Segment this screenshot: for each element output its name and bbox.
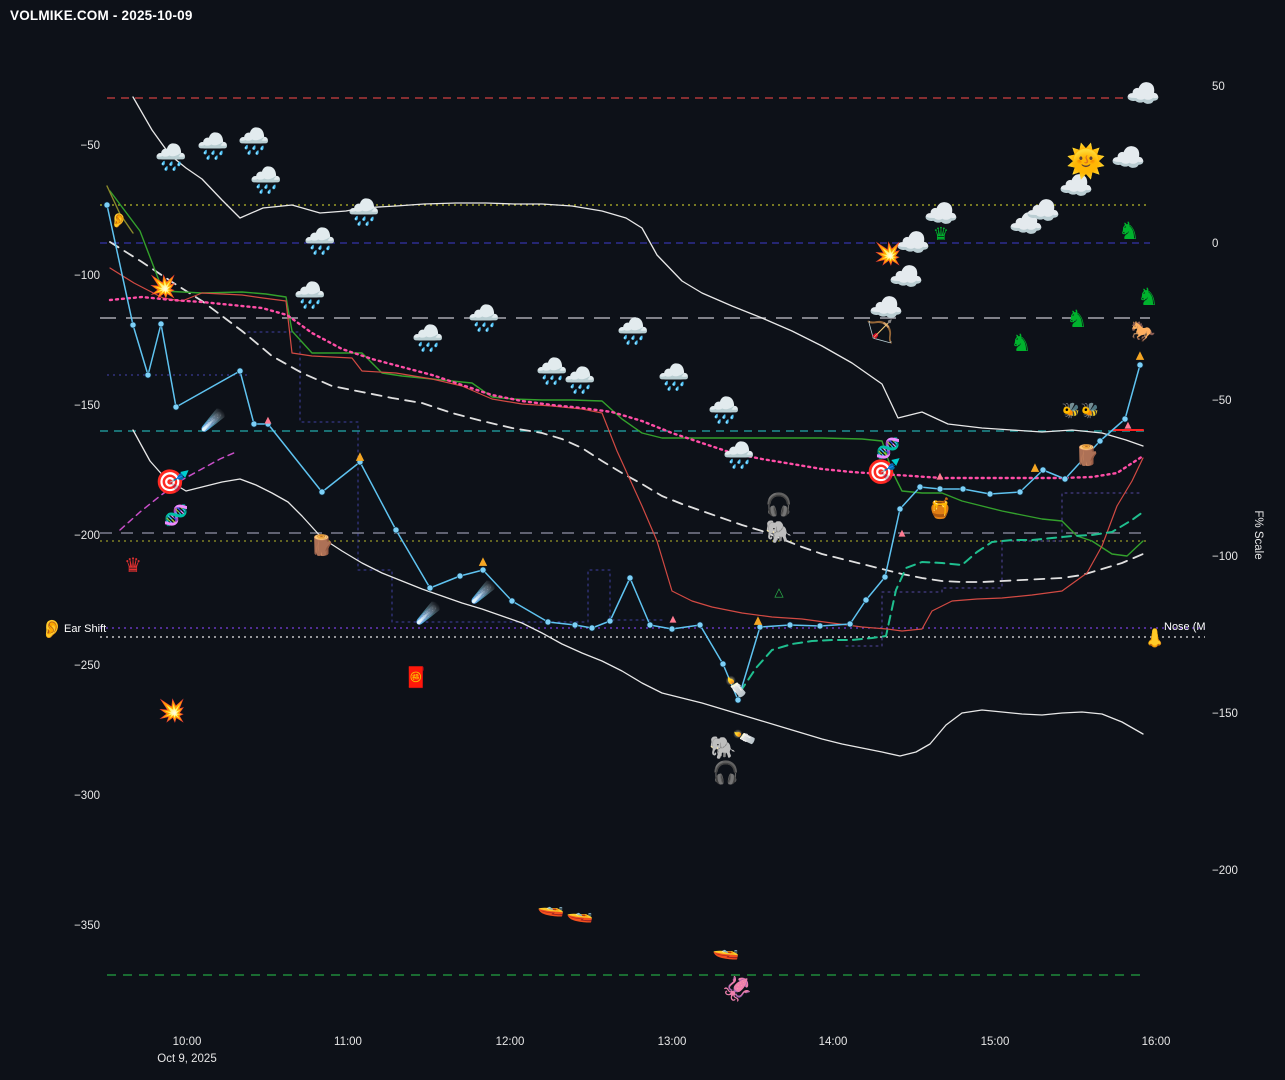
price-dot — [668, 625, 676, 633]
price-dot — [881, 573, 889, 581]
series-mid-band-dashed — [109, 241, 1144, 583]
price-dot — [959, 485, 967, 493]
price-dot — [936, 485, 944, 493]
price-dot — [1061, 475, 1069, 483]
price-dot — [916, 483, 924, 491]
price-dot — [846, 620, 854, 628]
price-dot — [392, 526, 400, 534]
price-dot — [456, 572, 464, 580]
price-dot — [1039, 466, 1047, 474]
series-red-line — [109, 267, 1144, 632]
price-dot — [719, 660, 727, 668]
series-upper-band — [132, 96, 1144, 447]
price-dot — [236, 367, 244, 375]
series-navy-steps-1 — [241, 331, 667, 623]
price-dot — [896, 505, 904, 513]
price-dot — [734, 696, 742, 704]
series-lower-band — [132, 429, 1144, 757]
price-dot — [1016, 488, 1024, 496]
price-dot — [986, 490, 994, 498]
price-dot — [157, 320, 165, 328]
price-dot — [1136, 361, 1144, 369]
price-dot — [626, 574, 634, 582]
price-dot — [544, 618, 552, 626]
price-dot — [1083, 451, 1091, 459]
price-dot — [588, 624, 596, 632]
series-pink-dotted — [108, 295, 1145, 480]
price-dot — [426, 584, 434, 592]
price-dot — [786, 621, 794, 629]
price-dot — [816, 622, 824, 630]
series-navy-steps-2 — [845, 492, 1144, 647]
price-dot — [479, 566, 487, 574]
price-dot — [250, 420, 258, 428]
price-dot — [318, 488, 326, 496]
series-blue-price — [106, 204, 1141, 701]
price-dot — [696, 621, 704, 629]
price-dot — [571, 621, 579, 629]
price-dot — [1121, 415, 1129, 423]
price-dot — [646, 621, 654, 629]
price-dot — [508, 597, 516, 605]
chart-title: VOLMIKE.COM - 2025-10-09 — [10, 8, 193, 23]
series-teal-dashed-line — [739, 511, 1144, 693]
price-dot — [862, 596, 870, 604]
series-olive-start — [106, 185, 134, 234]
series-magenta-dashed — [119, 451, 237, 531]
price-dot — [1096, 437, 1104, 445]
price-dot — [356, 458, 364, 466]
price-dot — [129, 321, 137, 329]
series-green-line — [109, 190, 1144, 557]
price-dot — [756, 623, 764, 631]
price-dot — [172, 403, 180, 411]
price-dot — [264, 420, 272, 428]
price-dot — [103, 201, 111, 209]
price-dot — [144, 371, 152, 379]
price-dot — [606, 617, 614, 625]
